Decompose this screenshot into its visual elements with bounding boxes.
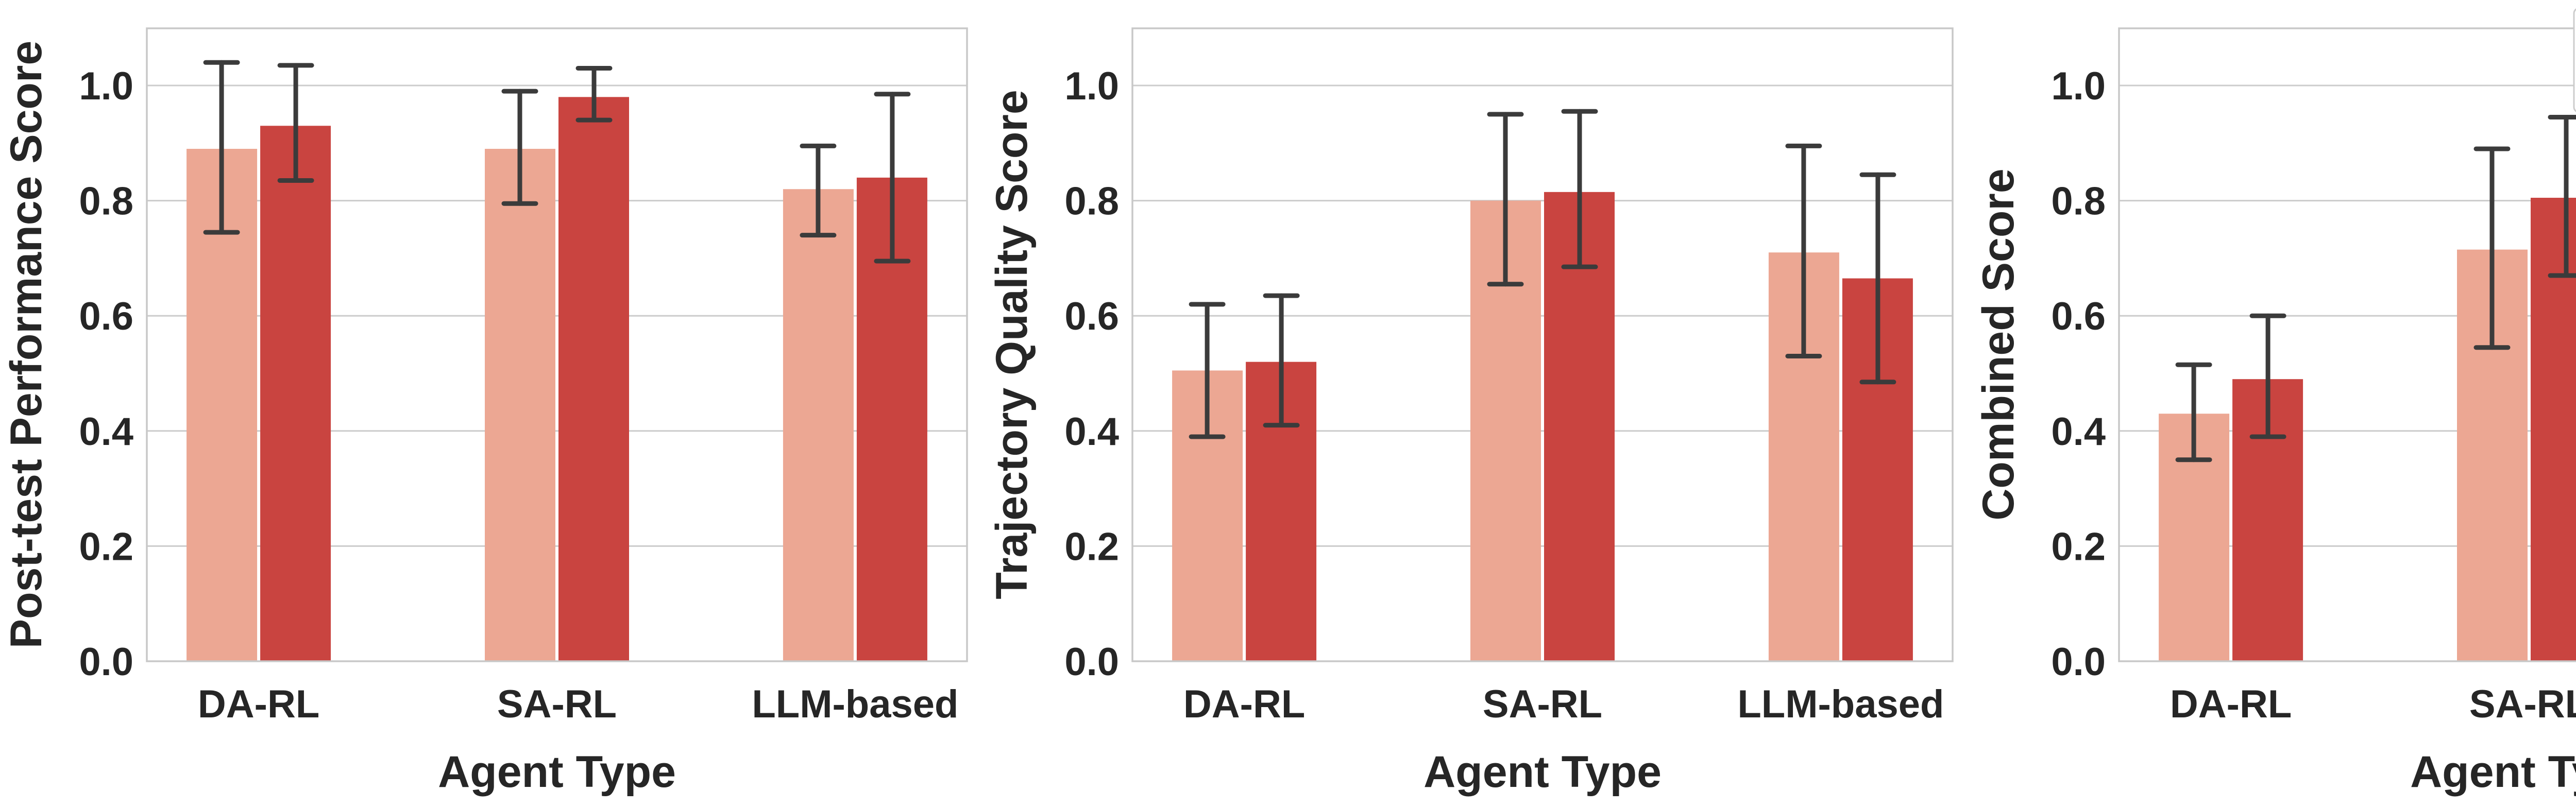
y-tick-label: 0.0 (79, 640, 133, 684)
y-tick-label: 0.8 (1064, 180, 1119, 224)
x-tick-label-SA-RL: SA-RL (497, 682, 617, 726)
bar-none-reflective-SA-RL (485, 148, 555, 662)
bar-reflective-SA-RL (2531, 198, 2576, 661)
axes-spines (1131, 27, 1954, 662)
x-axis-label: Agent Type (1423, 747, 1662, 797)
y-tick-label: 0.0 (2051, 640, 2106, 684)
x-tick-label-DA-RL: DA-RL (1183, 682, 1305, 726)
y-tick-label: 1.0 (1064, 64, 1119, 108)
bar-reflective-DA-RL (260, 126, 331, 661)
y-axis-label: Post-test Performance Score (2, 41, 51, 649)
x-axis-label: Agent Type (2410, 747, 2576, 797)
bar-reflective-SA-RL (1544, 192, 1615, 662)
x-tick-label-SA-RL: SA-RL (2469, 682, 2576, 726)
y-axis-label: Trajectory Quality Score (987, 90, 1037, 599)
x-tick-label-SA-RL: SA-RL (1483, 682, 1602, 726)
x-tick-label-LLM-based: LLM-based (1737, 682, 1944, 726)
y-tick-label: 0.2 (79, 525, 133, 569)
y-tick-label: 0.8 (79, 180, 133, 224)
bar-none-reflective-LLM-based (783, 189, 854, 661)
y-tick-label: 1.0 (79, 64, 133, 108)
y-axis-label: Combined Score (1974, 168, 2023, 520)
y-tick-label: 0.4 (1064, 410, 1119, 454)
y-tick-label: 0.2 (2051, 525, 2106, 569)
y-tick-label: 0.4 (2051, 410, 2106, 454)
bar-reflective-SA-RL (558, 97, 629, 662)
axes-spines (146, 27, 968, 662)
y-tick-label: 0.6 (79, 295, 133, 338)
y-tick-label: 0.8 (2051, 180, 2106, 224)
y-tick-label: 1.0 (2051, 64, 2106, 108)
y-tick-label: 0.6 (1064, 295, 1119, 338)
x-tick-label-DA-RL: DA-RL (2170, 682, 2292, 726)
y-tick-label: 0.6 (2051, 295, 2106, 338)
axes-spines (2118, 27, 2576, 662)
x-tick-label-DA-RL: DA-RL (198, 682, 319, 726)
legend-box (2573, 8, 2576, 112)
x-tick-label-LLM-based: LLM-based (752, 682, 958, 726)
y-tick-label: 0.0 (1064, 640, 1119, 684)
y-tick-label: 0.4 (79, 410, 133, 454)
y-tick-label: 0.2 (1064, 525, 1119, 569)
x-axis-label: Agent Type (438, 747, 676, 797)
